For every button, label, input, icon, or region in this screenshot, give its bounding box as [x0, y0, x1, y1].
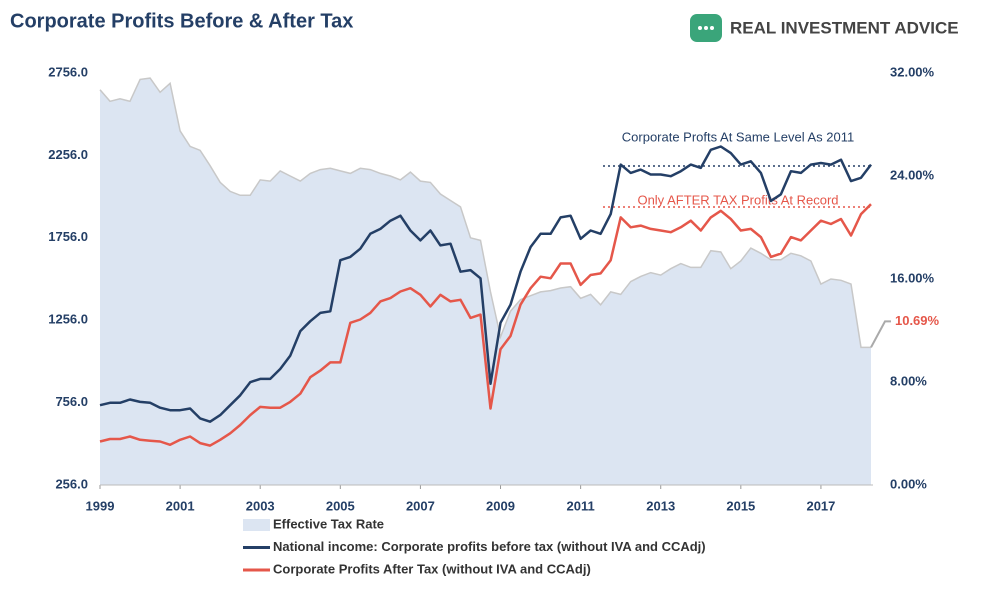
callout-line: [870, 320, 891, 348]
y2-tick-label: 0.00%: [890, 476, 927, 491]
y-tick-label: 2256.0: [48, 147, 88, 162]
area-edge: [99, 77, 871, 349]
brand: REAL INVESTMENT ADVICE: [730, 18, 959, 37]
x-tick-label: 2015: [726, 498, 755, 513]
line: [99, 145, 872, 423]
x-tick-label: 2011: [567, 498, 595, 513]
x-tick-label: 1999: [86, 498, 115, 513]
x-tick-label: 2001: [166, 498, 195, 513]
y-tick-label: 756.0: [55, 394, 88, 409]
legend-swatch: [243, 519, 270, 531]
logo-dot: [704, 26, 708, 30]
y-tick-label: 1256.0: [48, 312, 88, 327]
y2-tick-label: 24.00%: [890, 167, 935, 182]
y2-tick-label: 16.00%: [890, 270, 935, 285]
legend-label: Effective Tax Rate: [273, 516, 384, 531]
logo-dot: [698, 26, 702, 30]
line: [99, 203, 872, 447]
x-tick-label: 2005: [326, 498, 355, 513]
y-tick-label: 1756.0: [48, 229, 88, 244]
area: [100, 78, 871, 485]
x-tick-label: 2003: [246, 498, 275, 513]
legend-label: Corporate Profits After Tax (without IVA…: [273, 561, 591, 576]
x-tick-label: 2013: [646, 498, 675, 513]
logo-dot: [710, 26, 714, 30]
y2-tick-label: 32.00%: [890, 64, 935, 79]
annotation: Corporate Profts At Same Level As 2011: [622, 129, 854, 144]
value-label: 10.69%: [895, 313, 940, 328]
x-tick-label: 2007: [406, 498, 435, 513]
y-tick-label: 256.0: [55, 476, 88, 491]
chart-title: Corporate Profits Before & After Tax: [10, 10, 353, 32]
y2-tick-label: 8.00%: [890, 373, 927, 388]
annotation: Only AFTER TAX Profits At Record: [637, 192, 838, 207]
x-tick-label: 2017: [806, 498, 835, 513]
legend-label: National income: Corporate profits befor…: [273, 539, 706, 554]
y-tick-label: 2756.0: [48, 64, 88, 79]
x-tick-label: 2009: [486, 498, 515, 513]
